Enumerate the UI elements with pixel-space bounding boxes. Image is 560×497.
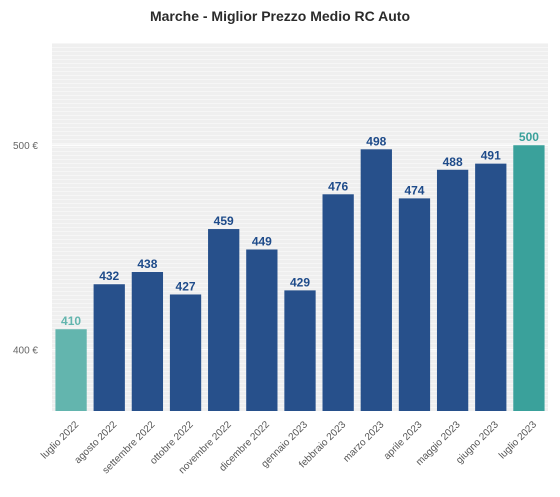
bar xyxy=(398,198,431,411)
x-tick-label: marzo 2023 xyxy=(341,419,386,464)
bar-value-label: 500 xyxy=(519,130,539,144)
bar xyxy=(322,194,354,411)
bar xyxy=(131,271,164,411)
bar xyxy=(169,294,202,411)
bar-value-label: 410 xyxy=(61,314,81,328)
bar xyxy=(284,290,316,411)
bar xyxy=(55,329,87,411)
bar xyxy=(436,169,469,411)
y-tick-label: 400 € xyxy=(13,346,38,357)
bar xyxy=(246,249,278,411)
bar-value-label: 474 xyxy=(404,183,424,197)
x-tick-label: luglio 2023 xyxy=(497,419,539,461)
bar xyxy=(513,145,545,411)
bar-value-label: 491 xyxy=(481,149,501,163)
y-tick-label: 500 € xyxy=(13,141,38,152)
bar-value-label: 432 xyxy=(99,269,119,283)
bar-value-label: 488 xyxy=(443,155,463,169)
bar-value-label: 449 xyxy=(252,234,272,248)
bar-value-label: 429 xyxy=(290,275,310,289)
bar-value-label: 498 xyxy=(366,134,386,148)
bar-value-label: 476 xyxy=(328,179,348,193)
bar xyxy=(208,229,240,411)
bar xyxy=(475,163,507,411)
bar-value-label: 459 xyxy=(214,214,234,228)
chart-title: Marche - Miglior Prezzo Medio RC Auto xyxy=(149,8,411,24)
bar xyxy=(93,284,125,411)
bar-value-label: 438 xyxy=(137,257,157,271)
bar-value-label: 427 xyxy=(176,279,196,293)
bar xyxy=(360,149,392,412)
